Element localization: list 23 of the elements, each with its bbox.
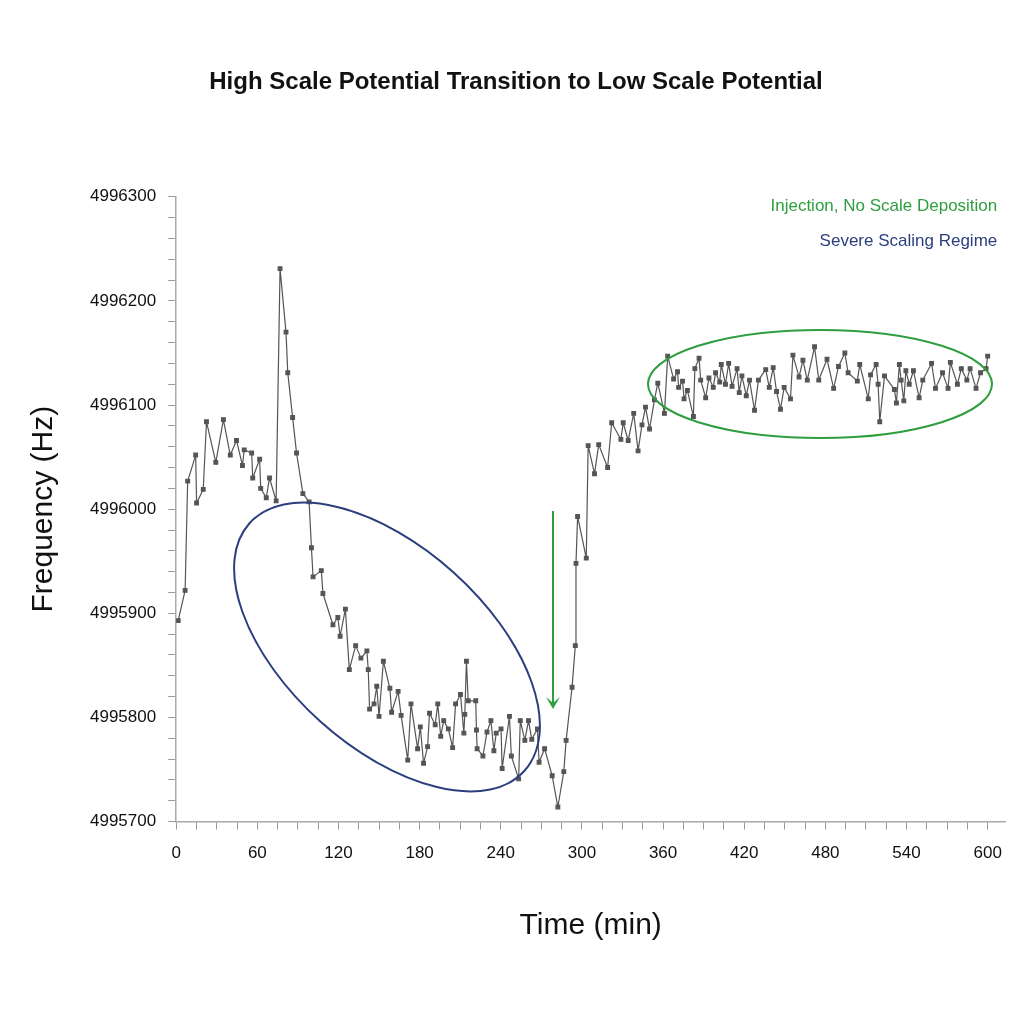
chart-title: High Scale Potential Transition to Low Scale Potential [209,67,823,95]
x-tick-label: 0 [171,843,181,863]
y-tick-label: 4996100 [89,394,157,414]
x-tick-label: 120 [324,843,353,863]
y-axis-title: Frequency (Hz) [25,405,59,613]
y-tick-label: 4996300 [89,186,157,206]
x-tick-label: 180 [405,843,434,863]
y-tick-label: 4995900 [89,603,157,623]
y-tick-label: 4995800 [89,707,157,727]
y-tick-label: 4996000 [89,498,157,518]
x-tick-label: 240 [486,843,515,863]
x-tick-label: 300 [567,843,597,863]
x-tick-label: 540 [892,843,921,863]
x-tick-label: 60 [247,843,267,863]
annotation: Severe Scaling Regime [819,231,998,251]
x-tick-label: 600 [973,843,1002,863]
y-tick-label: 4995700 [89,811,157,831]
x-axis-title: Time (min) [519,907,662,941]
x-tick-label: 360 [648,843,678,863]
x-tick-label: 480 [811,843,840,863]
y-tick-label: 4996200 [89,290,157,310]
x-tick-label: 420 [730,843,759,863]
annotation: Injection, No Scale Deposition [770,196,998,216]
